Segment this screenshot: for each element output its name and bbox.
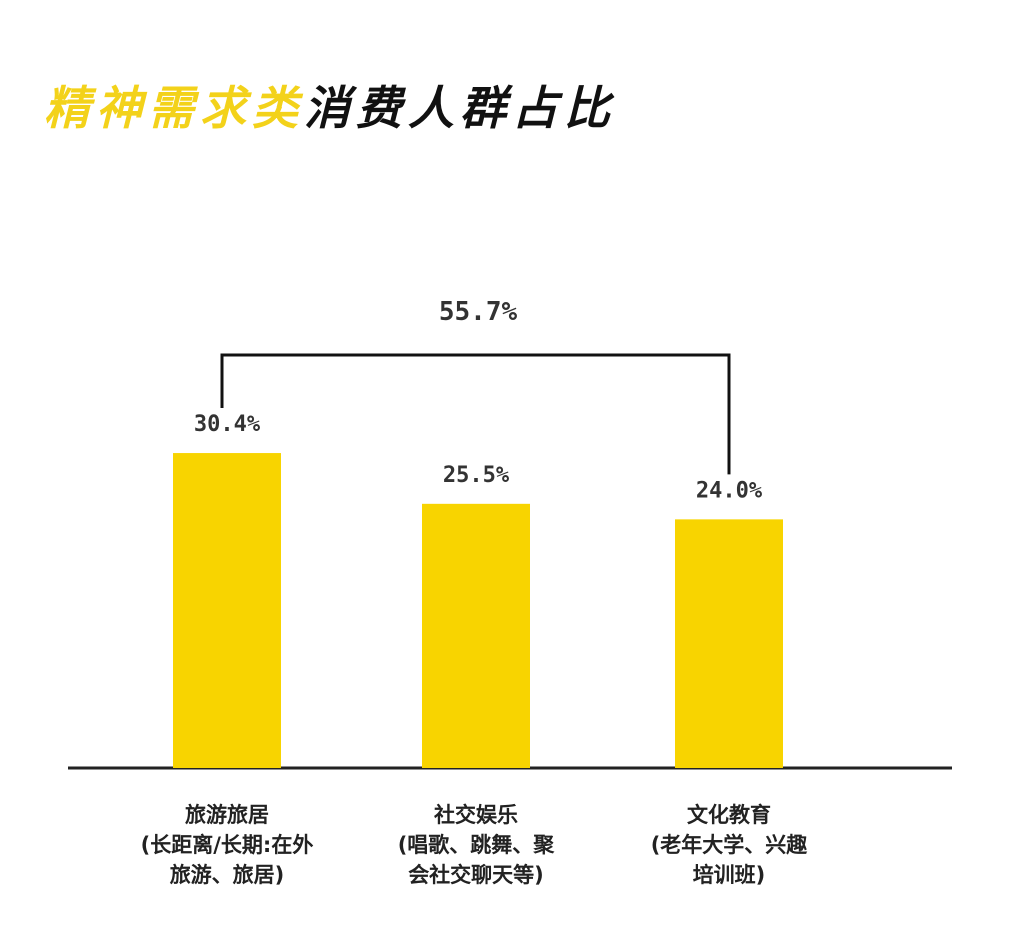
x-tick-label: 文化教育 (老年大学、兴趣 培训班) <box>650 803 808 887</box>
x-tick-label: 社交娱乐 (唱歌、跳舞、聚 会社交聊天等) <box>397 803 555 887</box>
title-rest: 消费人群占比 <box>304 81 616 135</box>
value-label: 25.5% <box>443 463 510 488</box>
annotation: 55.7% <box>439 297 518 327</box>
value-label: 30.4% <box>194 412 261 437</box>
value-label: 24.0% <box>696 478 763 503</box>
chart-title: 精神需求类消费人群占比 <box>44 72 616 138</box>
title-highlight: 精神需求类 <box>44 81 304 135</box>
bracket <box>220 353 731 475</box>
bar <box>422 503 530 768</box>
x-tick-label: 旅游旅居 (长距离/长期:在外 旅游、旅居) <box>140 803 314 887</box>
bar <box>173 453 281 768</box>
bar <box>675 519 783 768</box>
